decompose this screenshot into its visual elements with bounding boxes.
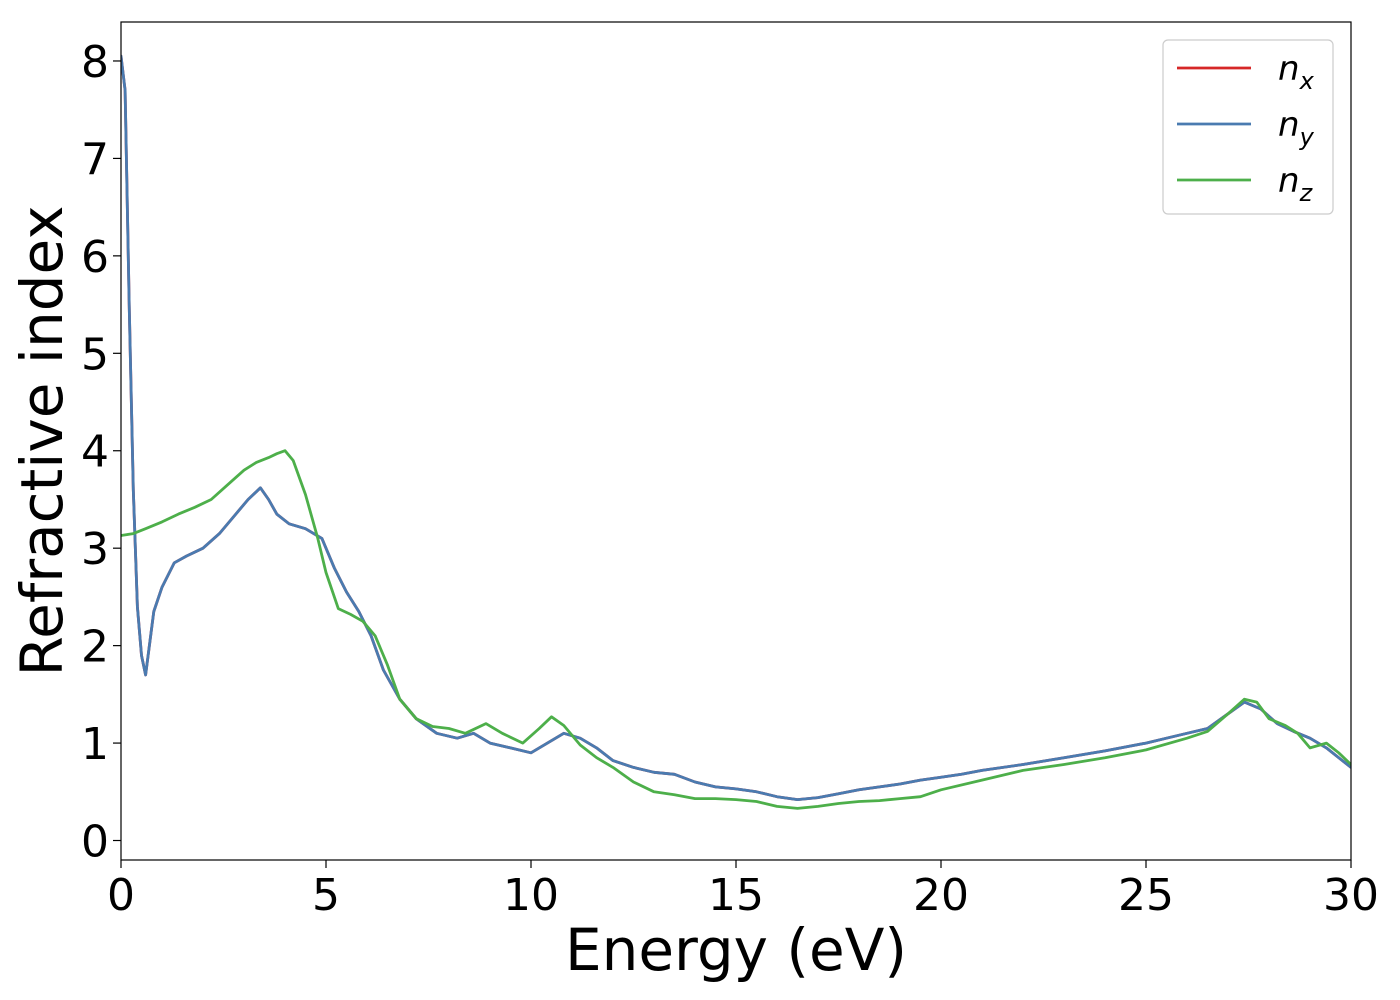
x-tick-label: 15 [708, 870, 764, 921]
y-tick-label: 6 [81, 232, 109, 283]
x-tick-label: 25 [1118, 870, 1174, 921]
series-line-y [121, 54, 1351, 801]
series-lines [121, 54, 1351, 810]
x-tick-label: 5 [312, 870, 340, 921]
series-line-z [121, 449, 1351, 810]
x-axis-title: Energy (eV) [565, 916, 907, 984]
y-tick-label: 8 [81, 37, 109, 88]
y-tick-label: 2 [81, 622, 109, 673]
x-tick-label: 30 [1323, 870, 1379, 921]
legend-box [1162, 39, 1334, 215]
legend-subscript: x [1299, 67, 1315, 95]
legend-subscript: z [1299, 179, 1314, 207]
x-axis: 0 5 10 15 20 25 30 [107, 860, 1379, 921]
legend-subscript: y [1299, 123, 1315, 151]
x-tick-label: 10 [503, 870, 559, 921]
y-axis-title: Refractive index [8, 205, 76, 676]
y-tick-label: 3 [81, 524, 109, 575]
x-tick-label: 20 [913, 870, 969, 921]
y-tick-label: 5 [81, 329, 109, 380]
y-tick-label: 7 [81, 134, 109, 185]
y-tick-label: 4 [81, 427, 109, 478]
y-tick-label: 1 [81, 719, 109, 770]
y-axis: 0 1 2 3 4 5 6 7 8 [81, 37, 121, 868]
y-tick-label: 0 [81, 817, 109, 868]
x-tick-label: 0 [107, 870, 135, 921]
